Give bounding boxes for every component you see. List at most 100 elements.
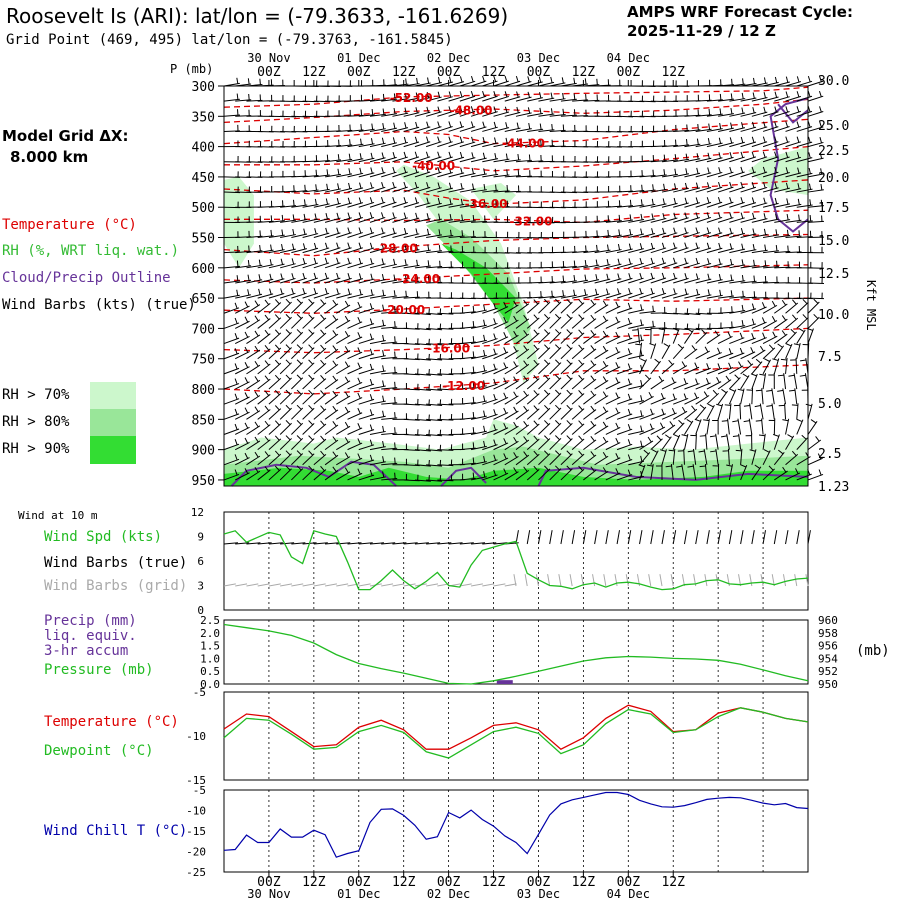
wind-barb	[296, 419, 302, 425]
wind-barb	[661, 173, 678, 178]
wind-barb	[718, 258, 721, 265]
wind-barb	[538, 113, 555, 117]
wind-barb	[482, 173, 499, 178]
wind-barb	[554, 389, 560, 395]
wind-speed-tick: 6	[197, 555, 204, 568]
wind-barb	[332, 330, 337, 336]
wind-barb	[369, 171, 386, 178]
wind-barb	[538, 316, 551, 329]
wind-barb	[460, 198, 463, 205]
wind-barb	[762, 156, 779, 163]
wind-barb	[706, 227, 710, 234]
wind-barb	[493, 363, 497, 370]
wind-barb	[781, 315, 787, 321]
wind-barb	[308, 420, 314, 426]
wind-barb	[807, 126, 824, 132]
wind-barb	[533, 405, 539, 411]
wind-barb	[381, 462, 398, 466]
wind-barb	[324, 247, 341, 254]
wind-barb	[426, 327, 443, 331]
wind-barb	[763, 197, 766, 204]
wind-barb	[743, 420, 750, 423]
wind-barb	[414, 111, 431, 117]
wind-barb	[640, 304, 643, 311]
wind-barb	[483, 365, 486, 372]
wind-barb	[719, 93, 722, 100]
wind-barb	[643, 449, 649, 455]
wind-barb	[590, 299, 595, 306]
wind-barb	[650, 287, 654, 294]
wind-barb	[357, 468, 361, 475]
wind-barb	[459, 417, 476, 420]
wind-barb	[741, 243, 744, 250]
wind-barb	[729, 217, 745, 223]
wind-barb	[605, 366, 621, 375]
wind-barb	[403, 358, 420, 361]
wind-barb	[470, 157, 487, 163]
wind-barb	[549, 437, 562, 450]
wind-barb	[762, 111, 779, 117]
wind-barb	[347, 202, 364, 208]
wind-barb	[234, 317, 238, 324]
wind-barb	[775, 213, 778, 220]
wind-barb	[513, 406, 518, 413]
wind-barb	[381, 387, 398, 390]
p-unit-label: P (mb)	[170, 62, 214, 76]
time-tick-label-bottom: 00Z	[617, 875, 641, 890]
wind-barb	[590, 466, 595, 472]
wind-barb	[706, 418, 710, 435]
rh-90-label: RH > 90%	[2, 441, 70, 457]
wind-barb	[495, 184, 497, 191]
wind-barb	[392, 137, 396, 144]
wind-barb	[268, 249, 285, 254]
wind-barb	[796, 403, 799, 420]
wind-barb	[392, 156, 408, 163]
wind-barb	[673, 173, 690, 178]
wind-barb	[493, 412, 509, 420]
wind-barb-grid	[313, 583, 326, 587]
wind-barb	[605, 381, 621, 390]
wind-barb	[324, 409, 339, 420]
wind-barb	[673, 382, 689, 390]
wind-barb	[314, 198, 317, 205]
wind-barb	[291, 248, 307, 254]
wind-barb	[571, 347, 585, 360]
wind-barb	[244, 452, 249, 459]
wind-barb	[482, 459, 498, 466]
wind-barb	[291, 277, 307, 284]
wind-barb	[392, 296, 409, 299]
wind-barb	[673, 433, 680, 438]
wind-barb	[482, 189, 499, 193]
wind-barb	[605, 220, 622, 223]
wind-barb	[583, 363, 597, 375]
wind-barb	[223, 265, 240, 269]
wind-barb	[578, 435, 583, 441]
wind-barb	[628, 400, 645, 405]
wind-barb	[504, 440, 519, 451]
wind-barb	[382, 108, 385, 115]
wind-barb	[796, 301, 809, 314]
wind-barb	[504, 410, 519, 420]
wind-barb	[459, 311, 476, 314]
wind-barb	[459, 356, 476, 360]
wind-barb	[715, 433, 719, 450]
rh-80-label: RH > 80%	[2, 414, 70, 430]
wind-barb	[257, 393, 271, 405]
wind-barb	[324, 288, 328, 295]
wind-barb	[606, 288, 609, 295]
wind-barb	[358, 257, 362, 264]
wind-barb	[774, 172, 790, 178]
wind-barb	[381, 113, 398, 117]
wind-barb	[403, 249, 420, 254]
wind-barb	[686, 328, 693, 333]
wind-barb	[774, 81, 790, 87]
wind-barb	[706, 367, 723, 375]
precip-label: Precip (mm)	[44, 613, 137, 629]
isotherm-label: -20.00	[382, 303, 425, 317]
wind-barb	[820, 199, 823, 206]
wind-barb	[244, 407, 249, 414]
wind-barb	[685, 168, 688, 175]
wind-barb	[381, 311, 398, 314]
wind-barb	[753, 275, 756, 282]
